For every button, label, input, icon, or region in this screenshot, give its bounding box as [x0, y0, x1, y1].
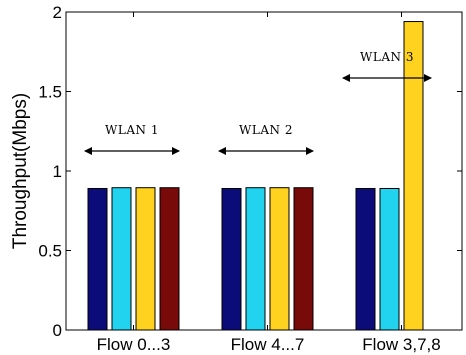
- bar-1-4: [159, 187, 180, 331]
- y-tick-label: 1: [53, 162, 62, 181]
- bar-3-1: [355, 187, 376, 331]
- y-tick-label: 0: [53, 321, 62, 340]
- bar-3-3: [403, 21, 424, 331]
- y-tick-label: 2: [53, 3, 62, 22]
- x-tick-label: Flow 3,7,8: [362, 335, 440, 354]
- wlan-label: WLAN 3: [360, 50, 414, 64]
- y-axis-label: Throughput(Mbps): [10, 93, 31, 249]
- bars: [87, 21, 424, 331]
- bar-1-2: [111, 187, 132, 331]
- bar-1-3: [135, 187, 156, 331]
- bar-2-1: [221, 187, 242, 331]
- bar-3-2: [379, 187, 400, 331]
- wlan-annotations: WLAN 1 WLAN 2 WLAN 3: [84, 50, 432, 155]
- x-tick-label: Flow 4...7: [231, 335, 305, 354]
- y-tick-label: 0.5: [38, 242, 62, 261]
- bar-2-3: [269, 187, 290, 331]
- y-tick-label: 1.5: [38, 83, 62, 102]
- x-tick-label: Flow 0...3: [97, 335, 171, 354]
- axis-ticks: Flow 0...3 Flow 4...7 Flow 3,7,8 0 0.5 1 1.5 2: [38, 3, 462, 354]
- bar-2-4: [293, 187, 314, 331]
- wlan-label: WLAN 1: [105, 123, 159, 137]
- bar-2-2: [245, 187, 266, 331]
- bar-1-1: [87, 187, 108, 331]
- wlan-label: WLAN 2: [239, 123, 293, 137]
